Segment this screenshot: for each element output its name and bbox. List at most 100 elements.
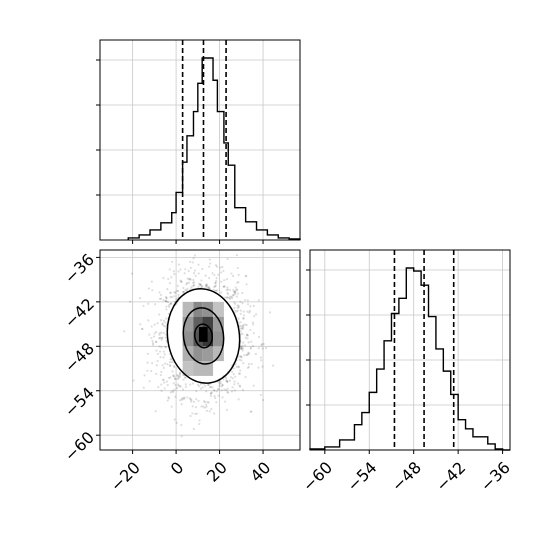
scatter-point — [241, 324, 244, 328]
scatter-point — [196, 383, 200, 386]
scatter-point — [168, 282, 172, 285]
scatter-point — [234, 363, 237, 366]
scatter-point — [169, 364, 172, 367]
scatter-point — [184, 383, 187, 386]
density-cell — [182, 301, 194, 317]
scatter-point — [223, 285, 226, 288]
scatter-point — [171, 296, 174, 299]
scatter-point — [244, 275, 247, 278]
scatter-point — [169, 376, 172, 379]
scatter-point — [168, 361, 171, 364]
scatter-point — [251, 344, 255, 348]
scatter-point — [156, 359, 159, 363]
scatter-point — [164, 346, 167, 349]
scatter-point — [192, 281, 196, 284]
scatter-point — [175, 297, 178, 301]
density-cell — [182, 346, 194, 362]
scatter-point — [161, 322, 164, 325]
scatter-point — [206, 286, 209, 289]
scatter-point — [153, 323, 156, 326]
scatter-point — [217, 388, 220, 391]
scatter-point — [160, 331, 163, 334]
density-contour — [166, 287, 241, 384]
scatter-point — [200, 279, 203, 282]
scatter-point — [239, 345, 242, 348]
scatter-point — [204, 285, 207, 288]
scatter-point — [150, 336, 153, 340]
scatter-point — [211, 386, 214, 389]
scatter-point — [235, 288, 238, 291]
scatter-point — [173, 364, 176, 368]
histy-x-tick-label: −54 — [343, 458, 380, 495]
scatter-point — [259, 356, 262, 359]
scatter-point — [228, 296, 231, 299]
scatter-point — [239, 309, 242, 312]
scatter-point — [216, 387, 220, 391]
scatter-point — [228, 297, 232, 301]
scatter-point — [182, 290, 186, 293]
scatter-point — [204, 284, 208, 287]
scatter-y-tick-label: −60 — [61, 428, 98, 465]
scatter-point — [173, 418, 176, 421]
scatter-point — [146, 352, 149, 355]
scatter-point — [209, 394, 213, 398]
scatter-point — [213, 273, 216, 277]
scatter-point — [218, 382, 221, 385]
scatter-point — [247, 341, 250, 344]
scatter-point — [206, 283, 209, 286]
scatter-point — [201, 386, 204, 389]
scatter-point — [227, 293, 230, 296]
scatter-point — [241, 346, 245, 350]
density-cell — [182, 316, 194, 332]
scatter-point — [234, 286, 237, 289]
scatter-point — [241, 344, 244, 347]
scatter-point — [154, 303, 157, 306]
scatter-point — [155, 349, 158, 352]
scatter-point — [163, 362, 167, 365]
scatter-point — [163, 381, 166, 384]
scatter-point — [164, 336, 168, 339]
scatter-point — [165, 308, 168, 311]
scatter-point — [207, 383, 210, 386]
scatter-point — [170, 360, 173, 364]
scatter-point — [222, 378, 225, 381]
scatter-point — [167, 376, 171, 380]
scatter-point — [241, 388, 245, 392]
scatter-point — [170, 276, 173, 279]
scatter-point — [164, 299, 168, 303]
density-cell — [202, 331, 214, 347]
scatter-point — [181, 398, 184, 401]
scatter-point — [257, 366, 260, 369]
scatter-point — [148, 333, 151, 336]
scatter-point — [246, 337, 249, 340]
scatter-point — [181, 388, 185, 391]
scatter-point — [224, 400, 227, 403]
scatter-point — [141, 327, 144, 330]
scatter-point — [237, 398, 240, 401]
scatter-point — [232, 294, 235, 297]
scatter-point — [202, 405, 205, 408]
scatter-point — [161, 364, 164, 367]
scatter-point — [182, 290, 185, 294]
scatter-point — [180, 435, 183, 438]
scatter-point — [166, 300, 170, 304]
scatter-point — [151, 343, 155, 346]
scatter-point — [204, 384, 207, 388]
scatter-point — [227, 391, 230, 394]
scatter-point — [169, 295, 172, 299]
scatter-point — [226, 380, 229, 384]
scatter-point — [247, 362, 250, 366]
scatter-point — [146, 369, 149, 372]
scatter-point — [168, 268, 171, 271]
scatter-point — [229, 295, 232, 298]
scatter-point — [171, 389, 174, 392]
scatter-point — [240, 347, 243, 350]
scatter-point — [195, 390, 198, 393]
scatter-point — [208, 258, 211, 261]
scatter-point — [138, 297, 142, 300]
scatter-point — [195, 412, 199, 415]
scatter-point — [197, 263, 200, 266]
scatter-point — [226, 288, 229, 291]
scatter-point — [193, 272, 196, 275]
scatter-point — [226, 295, 229, 299]
